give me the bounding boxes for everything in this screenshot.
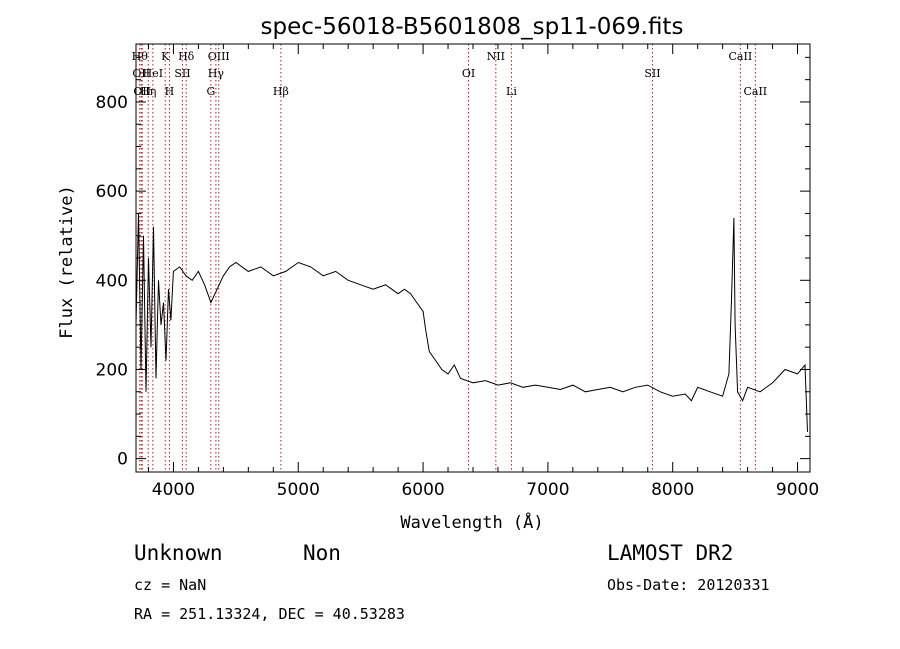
line-label-7: SII xyxy=(174,67,190,80)
x-tick-label-4: 8000 xyxy=(651,480,694,500)
object-subclass: Non xyxy=(303,541,341,565)
line-label-12: Hβ xyxy=(273,85,289,98)
line-label-16: SII xyxy=(644,67,660,80)
line-label-13: OI xyxy=(462,67,475,80)
spectrum-line xyxy=(135,213,808,432)
coordinates: RA = 251.13324, DEC = 40.53283 xyxy=(134,605,405,623)
line-label-2: OII xyxy=(133,85,151,98)
y-axis-label: Flux (relative) xyxy=(57,185,77,339)
x-axis-label: Wavelength (Å) xyxy=(400,511,543,533)
x-tick-label-1: 5000 xyxy=(277,480,320,500)
line-label-18: CaII xyxy=(743,85,767,98)
line-label-4: HeI xyxy=(143,67,163,80)
line-label-1: OII xyxy=(132,67,150,80)
chart-title: spec-56018-B5601808_sp11-069.fits xyxy=(261,14,684,40)
y-tick-label-4: 800 xyxy=(96,93,128,113)
redshift-cz: cz = NaN xyxy=(134,576,206,594)
line-label-5: K xyxy=(161,50,170,63)
line-label-15: Li xyxy=(506,85,517,98)
line-label-11: OIII xyxy=(208,50,230,63)
plot-area: HθOIIOIIHηHeIKHSIIHδGHγOIIIHβOINIILiSIIC… xyxy=(96,43,819,500)
y-tick-label-0: 0 xyxy=(117,450,128,470)
x-tick-label-5: 9000 xyxy=(776,480,819,500)
plot-frame xyxy=(135,43,811,473)
survey-name: LAMOST DR2 xyxy=(607,541,733,565)
line-label-6: H xyxy=(165,85,175,98)
y-tick-label-2: 400 xyxy=(96,271,128,291)
y-tick-label-3: 600 xyxy=(96,182,128,202)
x-tick-label-0: 4000 xyxy=(152,480,195,500)
x-tick-label-3: 7000 xyxy=(526,480,569,500)
line-label-10: Hγ xyxy=(208,67,225,80)
object-class: Unknown xyxy=(134,541,223,565)
line-label-9: G xyxy=(206,85,215,98)
line-label-3: Hη xyxy=(140,85,156,98)
line-label-0: Hθ xyxy=(132,50,149,63)
line-label-17: CaII xyxy=(729,50,753,63)
line-label-8: Hδ xyxy=(178,50,195,63)
line-label-14: NII xyxy=(487,50,505,63)
y-tick-label-1: 200 xyxy=(96,360,128,380)
x-tick-label-2: 6000 xyxy=(401,480,444,500)
observation-date: Obs-Date: 20120331 xyxy=(607,576,770,594)
